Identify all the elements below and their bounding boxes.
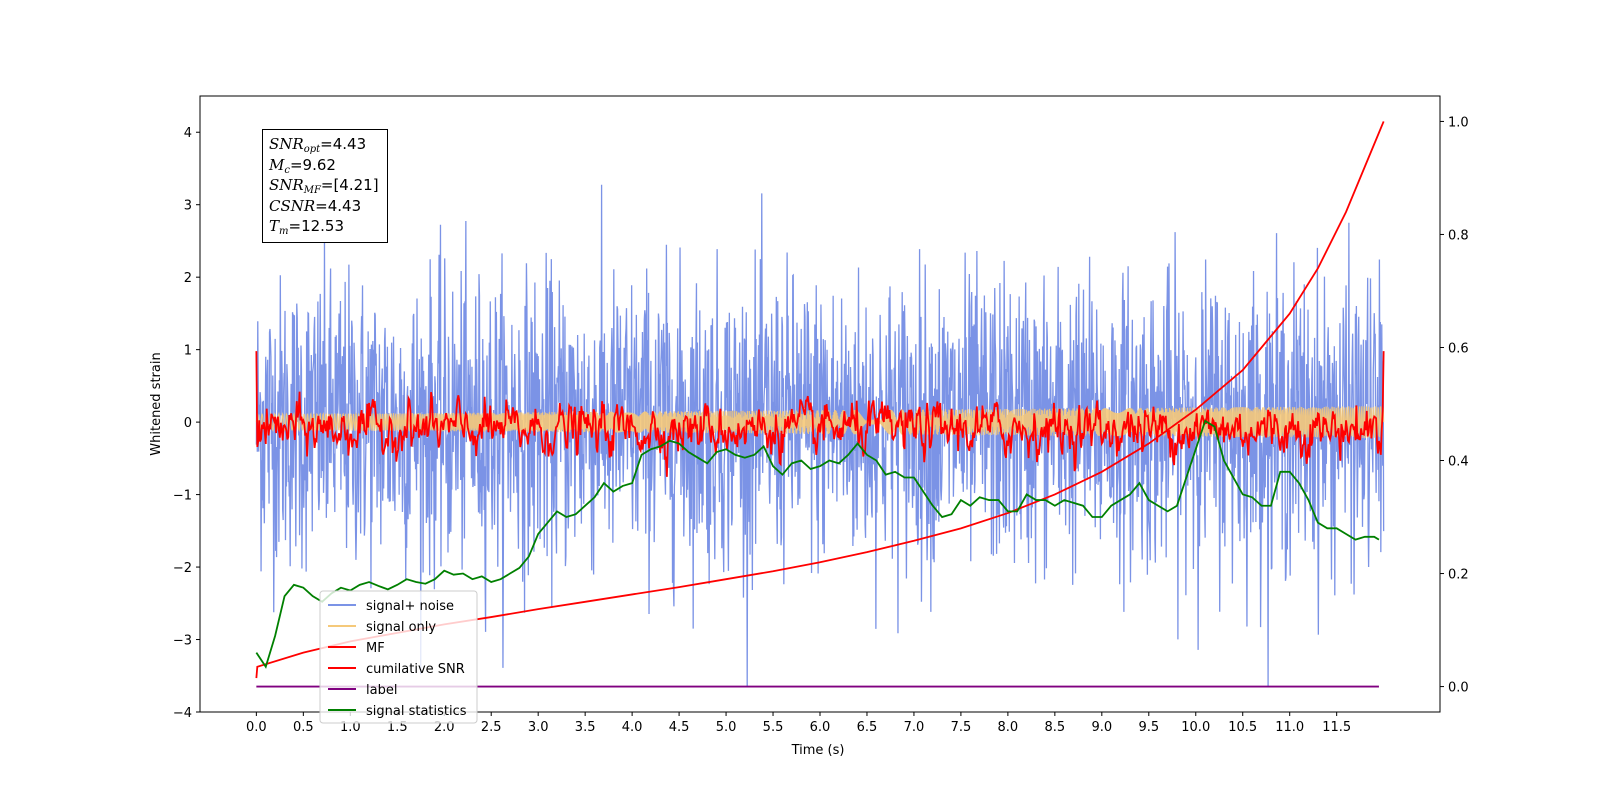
- x-tick-label: 3.5: [575, 720, 596, 735]
- y-axis-left: −4 −3 −2 −1 0 1 2 3 4: [173, 126, 200, 721]
- legend-label: signal+ noise: [366, 599, 454, 614]
- y-right-tick-label: 0.2: [1448, 568, 1469, 583]
- x-tick-label: 8.0: [998, 720, 1019, 735]
- legend-label: label: [366, 683, 397, 698]
- x-tick-label: 0.0: [246, 720, 267, 735]
- series-signal-statistics: [255, 419, 1380, 669]
- info-box: SNRopt=4.43 Mc=9.62 SNRMF=[4.21] CSNR=4.…: [262, 129, 388, 243]
- x-tick-label: 0.5: [293, 720, 314, 735]
- y-right-tick-label: 1.0: [1448, 115, 1469, 130]
- y-left-tick-label: −3: [173, 634, 192, 649]
- x-tick-label: 10.0: [1181, 720, 1210, 735]
- x-tick-label: 11.5: [1322, 720, 1351, 735]
- x-tick-label: 5.0: [716, 720, 737, 735]
- x-tick-label: 9.5: [1138, 720, 1159, 735]
- x-tick-label: 11.0: [1275, 720, 1304, 735]
- y-left-tick-label: −1: [173, 489, 192, 504]
- legend-frame: [319, 590, 478, 724]
- x-tick-label: 8.5: [1045, 720, 1066, 735]
- y-left-tick-label: −2: [173, 561, 192, 576]
- x-tick-label: 4.5: [669, 720, 690, 735]
- y-left-tick-label: −4: [173, 706, 192, 721]
- legend: signal+ noise signal only MF cumilative SNR…: [319, 590, 478, 724]
- legend-label: signal statistics: [366, 704, 467, 719]
- x-tick-label: 7.0: [904, 720, 925, 735]
- x-axis: 0.0 0.5 1.0 1.5 2.0 2.5 3.0 3.5 4.0 4.5 5.0 5.5 6.0 6…: [246, 712, 1351, 735]
- signal-statistics-line: [255, 419, 1380, 669]
- legend-label: cumilative SNR: [366, 662, 465, 677]
- x-tick-label: 3.0: [528, 720, 549, 735]
- series-mf: [255, 351, 1385, 477]
- info-csnr: CSNR=4.43: [269, 196, 362, 215]
- y-left-tick-label: 2: [184, 271, 192, 286]
- x-tick-label: 7.5: [951, 720, 972, 735]
- x-tick-label: 6.0: [810, 720, 831, 735]
- info-snr-opt: SNRopt=4.43: [269, 135, 367, 155]
- y-right-tick-label: 0.6: [1448, 341, 1469, 356]
- x-tick-label: 10.5: [1228, 720, 1257, 735]
- y-right-tick-label: 0.0: [1448, 681, 1469, 696]
- x-tick-label: 2.0: [434, 720, 455, 735]
- y-axis-label: Whitened strain: [149, 352, 164, 455]
- y-right-tick-label: 0.8: [1448, 228, 1469, 243]
- x-tick-label: 2.5: [481, 720, 502, 735]
- legend-label: signal only: [366, 620, 436, 635]
- x-tick-label: 6.5: [857, 720, 878, 735]
- info-tm: Tm=12.53: [269, 217, 345, 237]
- y-left-tick-label: 0: [184, 416, 192, 431]
- x-axis-label: Time (s): [791, 743, 845, 758]
- y-left-tick-label: 1: [184, 344, 192, 359]
- legend-label: MF: [366, 641, 385, 656]
- x-tick-label: 9.0: [1091, 720, 1112, 735]
- x-tick-label: 1.5: [387, 720, 408, 735]
- y-right-tick-label: 0.4: [1448, 455, 1469, 470]
- mf-line: [255, 351, 1385, 477]
- y-axis-right: 0.0 0.2 0.4 0.6 0.8 1.0: [1440, 115, 1469, 696]
- info-snr-mf: SNRMF=[4.21]: [269, 176, 379, 196]
- x-tick-label: 4.0: [622, 720, 643, 735]
- info-mc: Mc=9.62: [269, 155, 336, 176]
- x-tick-label: 5.5: [763, 720, 784, 735]
- y-left-tick-label: 4: [184, 126, 192, 141]
- y-left-tick-label: 3: [184, 199, 192, 214]
- x-tick-label: 1.0: [340, 720, 361, 735]
